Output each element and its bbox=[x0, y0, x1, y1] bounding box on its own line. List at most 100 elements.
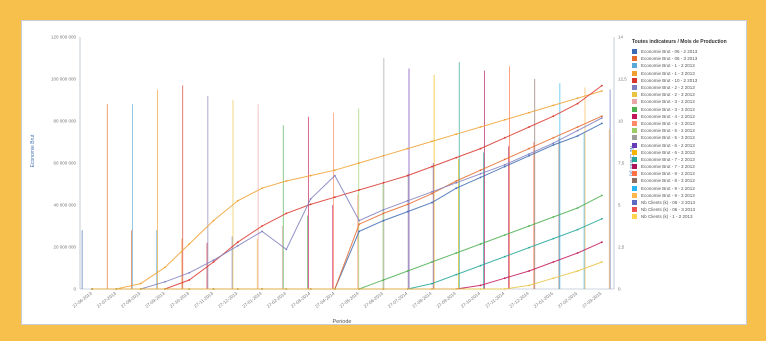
legend-swatch bbox=[632, 49, 637, 55]
line-point bbox=[333, 288, 336, 290]
legend-item[interactable]: Economie Brut - 1 - 3 2013 bbox=[632, 70, 744, 77]
line-point bbox=[333, 196, 336, 199]
legend-label: Economie Brut - 3 - 3 2013 bbox=[641, 106, 695, 112]
line-point bbox=[236, 241, 239, 244]
legend-swatch bbox=[632, 70, 637, 76]
legend-item[interactable]: Economie Brut - 3 - 2 2013 bbox=[632, 98, 744, 105]
legend-item[interactable]: Nb Clients (k) - 1 - 2 2013 bbox=[632, 213, 744, 220]
y-tick-label: 100 000 000 bbox=[51, 77, 77, 82]
legend-item[interactable]: Economie Brut - 7 - 2 2013 bbox=[632, 156, 744, 163]
legend-item[interactable]: Nb Clients (k) - 06 - 3 2013 bbox=[632, 206, 744, 213]
legend-item[interactable]: Economie Brut - 06 - 2 2013 bbox=[632, 48, 744, 55]
x-tick-label: 27-12-2014 bbox=[508, 291, 530, 309]
legend-swatch bbox=[632, 77, 637, 83]
legend-label: Economie Brut - 6 - 3 2013 bbox=[641, 149, 695, 155]
line-point bbox=[600, 115, 603, 118]
line-point bbox=[236, 244, 239, 247]
x-tick-label: 27-03-2015 bbox=[581, 291, 603, 309]
line-point bbox=[576, 97, 579, 100]
y2-tick-label: 0 bbox=[618, 287, 621, 292]
line-point bbox=[528, 111, 530, 114]
legend-swatch bbox=[632, 63, 637, 69]
legend-title: Toutes indicateurs / Mois de Production bbox=[632, 39, 727, 45]
legend-label: Economie Brut - 9 - 2 2013 bbox=[641, 185, 695, 191]
bar bbox=[131, 230, 132, 289]
bar bbox=[508, 146, 510, 289]
bar bbox=[281, 226, 283, 289]
legend-item[interactable]: Economie Brut - 4 - 2 2013 bbox=[632, 113, 744, 120]
y-tick-label: 60 000 000 bbox=[53, 161, 76, 166]
line-point bbox=[528, 270, 530, 272]
legend-item[interactable]: Economie Brut - 8 - 2 2013 bbox=[632, 170, 744, 177]
bar bbox=[483, 152, 484, 289]
line-point bbox=[431, 282, 433, 285]
bar bbox=[232, 100, 234, 289]
x-tick-label: 27-01-2014 bbox=[241, 291, 263, 309]
bar bbox=[332, 205, 334, 289]
legend-item[interactable]: Economie Brut - 06 - 3 2013 bbox=[632, 55, 744, 62]
line-point bbox=[552, 142, 555, 145]
line-point bbox=[455, 181, 458, 184]
line-point bbox=[285, 288, 288, 290]
line-point bbox=[455, 133, 458, 136]
legend-swatch bbox=[632, 85, 637, 91]
line-point bbox=[285, 248, 288, 251]
legend-item[interactable]: Economie Brut - 6 - 3 2013 bbox=[632, 149, 744, 156]
line-point bbox=[164, 280, 166, 283]
bar bbox=[333, 112, 334, 289]
legend-item[interactable]: Economie Brut - 7 - 3 2013 bbox=[632, 163, 744, 170]
line-point bbox=[431, 288, 433, 290]
bar bbox=[559, 83, 561, 289]
line-point bbox=[479, 176, 482, 179]
line-point bbox=[455, 187, 458, 190]
line-point bbox=[528, 147, 530, 150]
legend-swatch bbox=[632, 185, 637, 191]
series-line bbox=[92, 194, 603, 290]
legend-item[interactable]: Economie Brut - 5 - 3 2013 bbox=[632, 134, 744, 141]
x-tick-label: 27-02-2015 bbox=[557, 291, 579, 309]
legend-label: Economie Brut - 06 - 3 2013 bbox=[641, 56, 698, 62]
line-point bbox=[576, 207, 579, 209]
line-point bbox=[431, 165, 433, 168]
legend-item[interactable]: Economie Brut - 1 - 2 2013 bbox=[632, 62, 744, 69]
legend-item[interactable]: Economie Brut - 9 - 2 2013 bbox=[632, 185, 744, 192]
legend-item[interactable]: Nb Clients (k) - 06 - 2 2013 bbox=[632, 199, 744, 206]
line-point bbox=[212, 288, 215, 290]
legend-item[interactable]: Economie Brut - 6 - 2 2013 bbox=[632, 141, 744, 148]
y-tick-label: 20 000 000 bbox=[53, 245, 76, 250]
x-axis-label: Periode bbox=[333, 319, 352, 325]
legend-item[interactable]: Economie Brut - 2 - 3 2013 bbox=[632, 91, 744, 98]
line-point bbox=[576, 126, 579, 128]
y-tick-label: 0 bbox=[73, 287, 76, 292]
legend-item[interactable]: Economie Brut - 10 - 2 2013 bbox=[632, 77, 744, 84]
line-point bbox=[406, 288, 409, 290]
legend-item[interactable]: Economie Brut - 5 - 2 2013 bbox=[632, 127, 744, 134]
line-point bbox=[576, 135, 579, 137]
line-point bbox=[309, 174, 312, 177]
legend-item[interactable]: Economie Brut - 8 - 3 2013 bbox=[632, 177, 744, 184]
legend-item[interactable]: Economie Brut - 3 - 3 2013 bbox=[632, 106, 744, 113]
legend-label: Economie Brut - 8 - 2 2013 bbox=[641, 171, 695, 177]
line-point bbox=[600, 117, 603, 119]
line-point bbox=[261, 288, 263, 290]
x-tick-label: 27-10-2013 bbox=[169, 291, 191, 309]
line-point bbox=[528, 154, 530, 157]
legend-item[interactable]: Economie Brut - 9 - 3 2013 bbox=[632, 192, 744, 199]
series-line bbox=[92, 261, 603, 290]
bar bbox=[584, 87, 586, 290]
line-point bbox=[479, 288, 482, 290]
line-point bbox=[503, 118, 506, 121]
legend-item[interactable]: Economie Brut - 2 - 2 2013 bbox=[632, 84, 744, 91]
legend-swatch bbox=[632, 120, 637, 126]
line-point bbox=[382, 208, 385, 211]
legend-item[interactable]: Economie Brut - 4 - 3 2013 bbox=[632, 120, 744, 127]
legend-label: Economie Brut - 9 - 3 2013 bbox=[641, 192, 695, 198]
line-point bbox=[139, 282, 142, 285]
line-point bbox=[552, 237, 555, 240]
line-point bbox=[236, 288, 239, 290]
line-point bbox=[333, 174, 336, 177]
x-tick-label: 27-06-2013 bbox=[72, 291, 94, 309]
line-point bbox=[552, 277, 555, 280]
y2-tick-label: 14 bbox=[618, 35, 624, 40]
line-point bbox=[358, 288, 361, 290]
